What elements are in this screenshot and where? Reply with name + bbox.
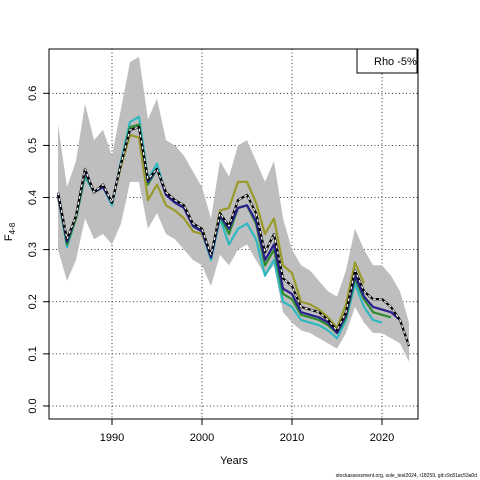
x-tick-label: 2020	[370, 432, 394, 444]
y-axis-title-main: F	[3, 234, 15, 241]
y-axis: 0.0 0.1 0.2 0.3 0.4 0.5 0.6	[27, 86, 49, 414]
series-layer	[56, 115, 411, 347]
series-dashed-line	[57, 126, 410, 347]
x-axis: 1990 2000 2010 2020	[100, 419, 394, 444]
y-tick-label: 0.6	[27, 86, 39, 101]
y-tick-label: 0.1	[27, 346, 39, 361]
grid	[49, 49, 418, 419]
y-tick-label: 0.0	[27, 398, 39, 413]
y-tick-label: 0.2	[27, 294, 39, 309]
y-tick-label: 0.5	[27, 138, 39, 153]
legend-box	[356, 48, 418, 74]
x-tick-label: 1990	[100, 432, 124, 444]
x-tick-label: 2010	[280, 432, 304, 444]
y-axis-title-subscript: 4-8	[8, 222, 17, 234]
confidence-band-layer	[58, 56, 409, 362]
x-tick-label: 2000	[190, 432, 214, 444]
y-axis-title: F4-8	[3, 222, 17, 241]
plot-frame	[48, 48, 419, 420]
x-axis-title: Years	[220, 455, 248, 467]
y-tick-label: 0.3	[27, 242, 39, 257]
legend-label: Rho -5%	[374, 56, 417, 68]
y-tick-label: 0.4	[27, 190, 39, 205]
legend: Rho -5%	[356, 48, 418, 74]
confidence-band	[58, 56, 409, 362]
footer-text: stockassessment.org, sole_test2024, r182…	[336, 473, 477, 479]
